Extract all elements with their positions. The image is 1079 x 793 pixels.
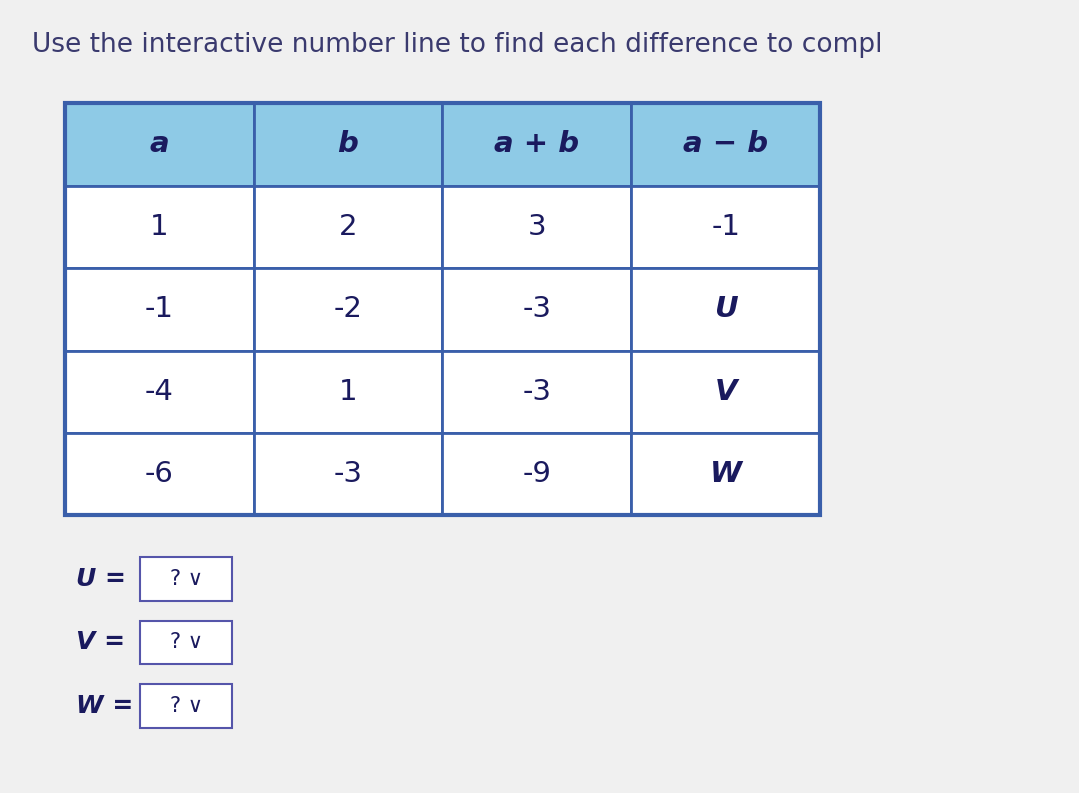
Bar bbox=[631, 433, 820, 515]
Bar bbox=[442, 351, 631, 433]
Text: Use the interactive number line to find each difference to compl: Use the interactive number line to find … bbox=[32, 32, 883, 58]
Bar bbox=[65, 186, 254, 268]
Bar bbox=[254, 268, 442, 351]
Text: ? ∨: ? ∨ bbox=[169, 569, 203, 589]
Text: -3: -3 bbox=[522, 377, 551, 406]
Text: -4: -4 bbox=[145, 377, 174, 406]
Text: ? ∨: ? ∨ bbox=[169, 695, 203, 716]
Text: W =: W = bbox=[76, 694, 141, 718]
Bar bbox=[65, 103, 820, 515]
Text: b: b bbox=[338, 130, 358, 159]
Bar bbox=[65, 268, 254, 351]
Text: -1: -1 bbox=[145, 295, 174, 324]
Text: a: a bbox=[149, 130, 169, 159]
Text: -3: -3 bbox=[522, 295, 551, 324]
Bar bbox=[254, 186, 442, 268]
Text: a − b: a − b bbox=[683, 130, 768, 159]
Text: 1: 1 bbox=[150, 213, 168, 241]
Text: 2: 2 bbox=[339, 213, 357, 241]
Text: ? ∨: ? ∨ bbox=[169, 632, 203, 653]
Bar bbox=[65, 103, 254, 186]
Text: 1: 1 bbox=[339, 377, 357, 406]
Bar bbox=[631, 186, 820, 268]
Text: V: V bbox=[714, 377, 737, 406]
Bar bbox=[442, 186, 631, 268]
Text: -9: -9 bbox=[522, 460, 551, 488]
Bar bbox=[442, 103, 631, 186]
Text: U =: U = bbox=[76, 567, 134, 591]
Bar bbox=[254, 351, 442, 433]
FancyBboxPatch shape bbox=[140, 620, 232, 665]
Bar bbox=[631, 351, 820, 433]
Bar bbox=[65, 433, 254, 515]
Bar bbox=[631, 103, 820, 186]
Text: -2: -2 bbox=[333, 295, 363, 324]
Text: -1: -1 bbox=[711, 213, 740, 241]
Bar bbox=[254, 103, 442, 186]
Text: -6: -6 bbox=[145, 460, 174, 488]
Bar bbox=[254, 433, 442, 515]
Bar bbox=[631, 268, 820, 351]
Text: a + b: a + b bbox=[494, 130, 579, 159]
Text: 3: 3 bbox=[528, 213, 546, 241]
Bar bbox=[442, 268, 631, 351]
FancyBboxPatch shape bbox=[140, 684, 232, 728]
Text: U: U bbox=[714, 295, 737, 324]
Bar bbox=[442, 433, 631, 515]
Text: V =: V = bbox=[76, 630, 134, 654]
FancyBboxPatch shape bbox=[140, 557, 232, 601]
Bar bbox=[65, 351, 254, 433]
Text: -3: -3 bbox=[333, 460, 363, 488]
Text: W: W bbox=[710, 460, 741, 488]
